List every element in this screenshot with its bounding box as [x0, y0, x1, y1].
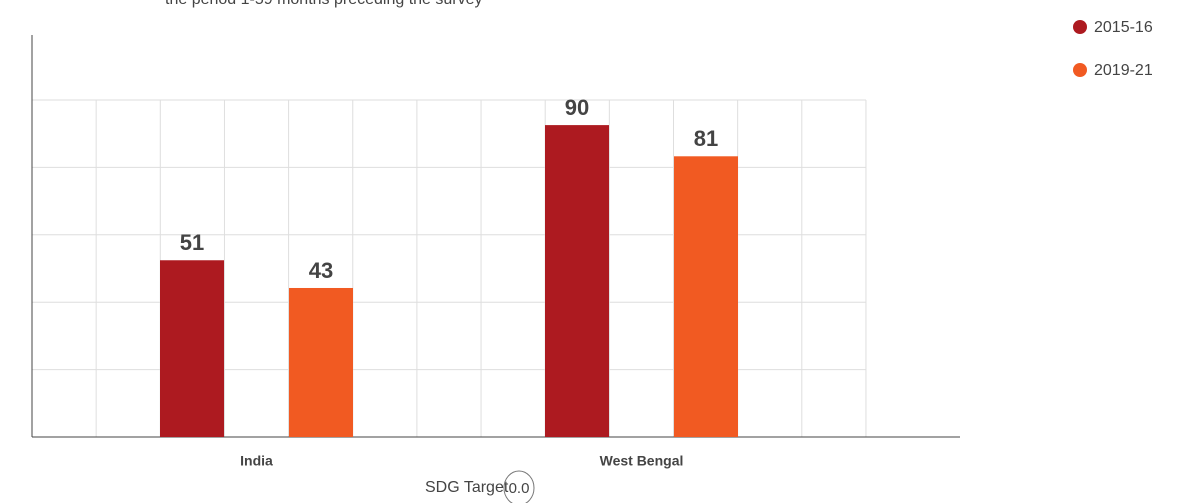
legend-label: 2015-16	[1094, 19, 1153, 36]
value-label: 51	[180, 230, 204, 255]
x-tick-label: India	[240, 453, 273, 469]
bar	[289, 287, 353, 437]
legend-marker	[1073, 20, 1087, 34]
sdg-circle	[503, 470, 535, 503]
bar	[160, 260, 224, 437]
x-tick-label: West Bengal	[600, 453, 684, 469]
value-label: 81	[694, 126, 718, 151]
legend-marker	[1073, 63, 1087, 77]
subtitle: the period 1-59 months preceding the sur…	[165, 0, 483, 8]
bar	[545, 125, 609, 437]
legend-label: 2019-21	[1094, 62, 1153, 79]
sdg-label: SDG Target	[425, 479, 509, 496]
value-label: 90	[565, 95, 589, 120]
value-label: 43	[309, 258, 333, 283]
sdg-value: 0.0	[509, 480, 530, 497]
bar	[674, 156, 738, 438]
